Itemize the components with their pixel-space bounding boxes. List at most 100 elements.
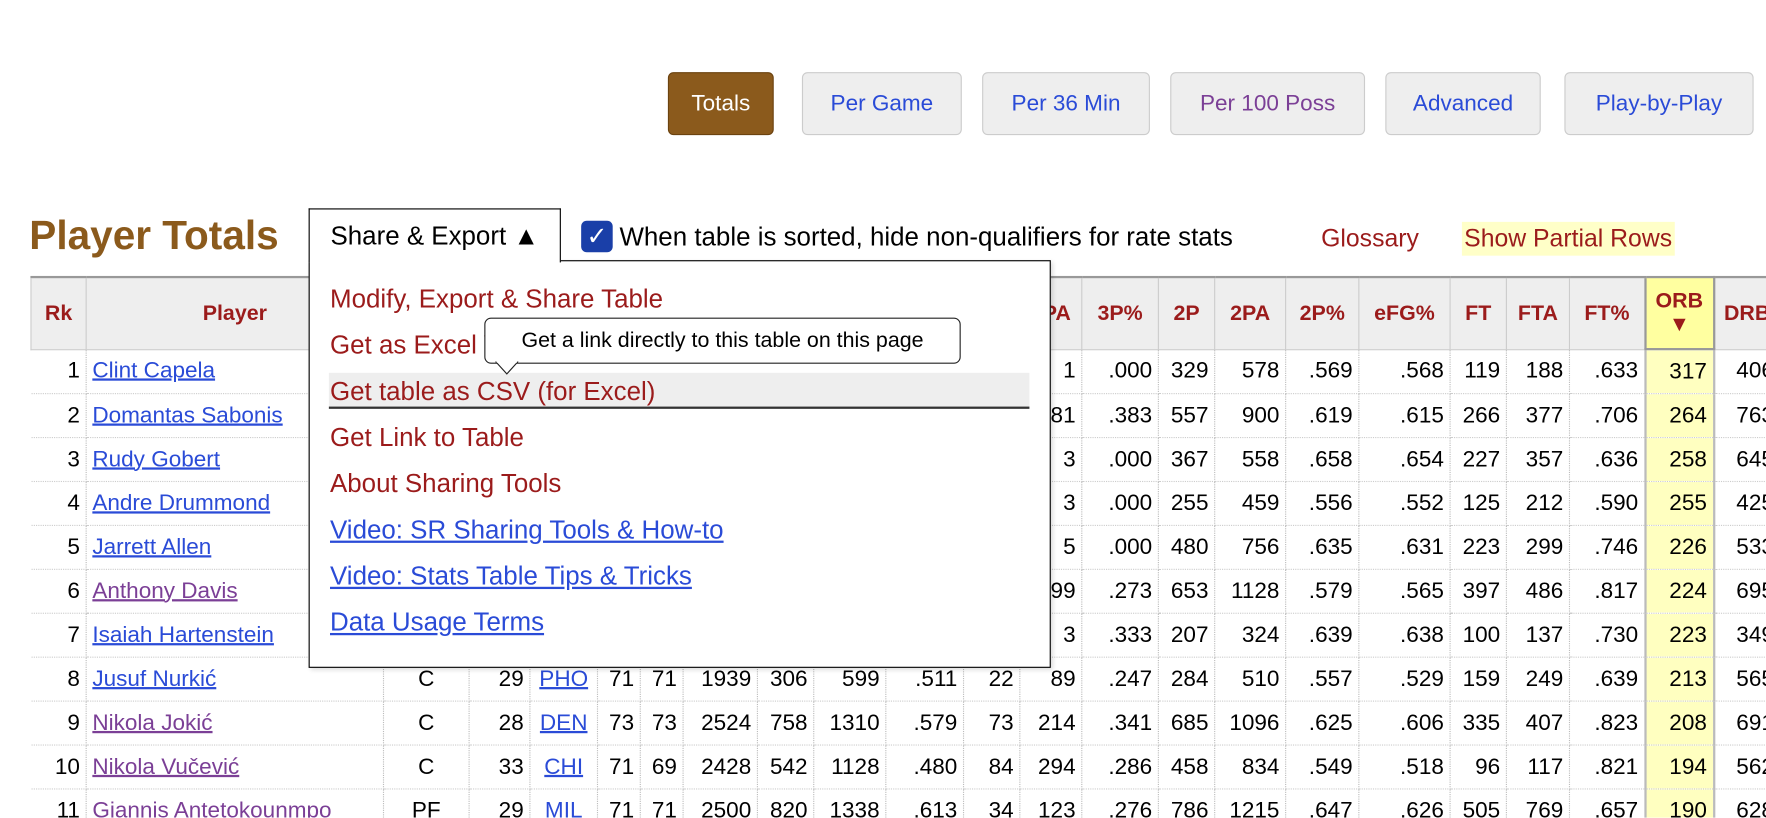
cell-text: 653 (1170, 578, 1209, 604)
table-cell: 71 (597, 745, 641, 790)
table-cell: 1215 (1214, 788, 1287, 818)
cell-text: .518 (1400, 754, 1444, 779)
table-cell: 190 (1643, 788, 1715, 818)
team-link[interactable]: MIL (544, 797, 583, 818)
cell-text: 223 (1669, 622, 1707, 648)
team-link[interactable]: DEN (539, 710, 588, 735)
cell-text: 137 (1525, 622, 1564, 648)
tooltip: Get a link directly to this table on thi… (484, 317, 961, 375)
table-cell: .631 (1358, 525, 1451, 570)
cell-text: 34 (988, 797, 1014, 818)
column-header[interactable]: eFG% (1358, 275, 1451, 350)
tab-button[interactable]: Advanced (1385, 72, 1541, 136)
cell-text: 22 (988, 666, 1014, 691)
table-cell: .639 (1285, 613, 1360, 658)
player-link[interactable]: Jusuf Nurkić (92, 666, 217, 691)
tab-button[interactable]: Totals (667, 72, 774, 136)
tab-button[interactable]: Per Game (801, 72, 962, 136)
table-cell: Nikola Jokić (86, 701, 385, 746)
table-cell: .639 (1569, 657, 1646, 702)
glossary-link[interactable]: Glossary (1321, 224, 1419, 253)
table-cell: 565 (1713, 657, 1766, 702)
player-link[interactable]: Clint Capela (92, 358, 216, 384)
cell-text: 73 (609, 710, 635, 735)
column-header[interactable]: 2PA (1214, 275, 1287, 350)
table-cell: 34 (963, 788, 1021, 818)
table-row: 10 Nikola Vučević C 33 CHI 71 69 2428 542 1128 .48… (30, 745, 1766, 790)
team-link[interactable]: CHI (544, 754, 584, 779)
player-link[interactable]: Rudy Gobert (92, 446, 221, 472)
menu-item[interactable]: Get Link to Table (330, 422, 524, 452)
header-label: 2PA (1230, 301, 1271, 326)
cell-text: .631 (1400, 534, 1444, 560)
cell-text: 213 (1669, 666, 1707, 691)
checkbox[interactable]: ✓ (581, 220, 613, 253)
table-cell: .000 (1081, 525, 1159, 570)
cell-text: 1128 (831, 754, 880, 779)
column-header[interactable]: Rk (30, 275, 87, 350)
table-cell: 4 (30, 481, 87, 526)
checkbox-label[interactable]: When table is sorted, hide non-qualifier… (619, 221, 1233, 252)
cell-text: .286 (1108, 754, 1153, 779)
cell-text: .568 (1400, 358, 1444, 384)
share-export-button[interactable]: Share & Export ▲ (308, 208, 561, 263)
player-link[interactable]: Jarrett Allen (92, 534, 212, 560)
player-link[interactable]: Domantas Sabonis (92, 402, 283, 428)
header-label: eFG% (1374, 301, 1435, 326)
table-cell: 1338 (813, 788, 887, 818)
column-header[interactable]: 2P% (1285, 275, 1360, 350)
tab-button[interactable]: Per 36 Min (982, 72, 1150, 136)
table-cell: 834 (1214, 745, 1287, 790)
table-cell: 763 (1713, 393, 1766, 439)
table-cell: 1 (30, 349, 87, 395)
menu-item[interactable]: Video: Stats Table Tips & Tricks (330, 560, 692, 591)
table-cell: .552 (1358, 481, 1451, 526)
column-header[interactable]: ORB ▼ (1643, 275, 1715, 351)
cell-text: 1 (1063, 358, 1076, 384)
menu-item[interactable]: About Sharing Tools (330, 468, 562, 498)
cell-text: 1096 (1229, 710, 1280, 735)
menu-item[interactable]: Modify, Export & Share Table (330, 283, 664, 314)
menu-item[interactable]: Video: SR Sharing Tools & How-to (330, 514, 724, 544)
column-header[interactable]: 3P% (1081, 275, 1159, 350)
cell-text: 71 (609, 754, 635, 779)
table-cell: 695 (1713, 569, 1766, 614)
cell-text: 458 (1170, 754, 1209, 779)
cell-text: 900 (1241, 402, 1280, 428)
sort-arrow: ▼ (1668, 313, 1690, 337)
menu-item[interactable]: Data Usage Terms (330, 607, 545, 637)
player-link[interactable]: Nikola Vučević (92, 754, 240, 779)
player-link[interactable]: Giannis Antetokounmpo (92, 797, 332, 818)
cell-text: 5 (67, 534, 80, 560)
column-header[interactable]: FT (1449, 275, 1507, 350)
tab-button[interactable]: Play-by-Play (1564, 72, 1754, 136)
cell-text: .276 (1108, 797, 1153, 818)
cell-text: 28 (498, 710, 524, 735)
table-cell: 377 (1506, 393, 1571, 439)
team-link[interactable]: PHO (539, 666, 589, 691)
table-cell: 73 (597, 701, 641, 746)
table-cell: .383 (1081, 393, 1159, 439)
table-cell: 486 (1506, 569, 1571, 614)
column-header[interactable]: FTA (1505, 275, 1571, 350)
cell-text: 258 (1669, 446, 1707, 472)
cell-text: .480 (913, 754, 958, 779)
table-cell: C (383, 745, 470, 790)
header-label: 2P (1173, 301, 1200, 326)
cell-text: 357 (1525, 446, 1564, 472)
player-link[interactable]: Anthony Davis (92, 578, 238, 604)
column-header[interactable]: FT% (1568, 275, 1646, 350)
table-cell: .579 (885, 701, 965, 746)
player-link[interactable]: Nikola Jokić (92, 710, 213, 735)
column-header[interactable]: DRB (1713, 275, 1766, 350)
player-link[interactable]: Andre Drummond (92, 490, 271, 516)
column-header[interactable]: 2P (1157, 275, 1216, 350)
partial-rows-toggle[interactable]: Show Partial Rows (1461, 221, 1675, 256)
tab-button[interactable]: Per 100 Poss (1170, 72, 1366, 136)
menu-item[interactable]: Get table as CSV (for Excel) (330, 376, 656, 406)
table-cell: 542 (757, 745, 815, 790)
table-cell: .333 (1081, 613, 1159, 658)
player-link[interactable]: Isaiah Hartenstein (92, 622, 274, 648)
share-menu: Modify, Export & Share Table Get as Excel… (308, 260, 1051, 668)
cell-text: 557 (1170, 402, 1209, 428)
